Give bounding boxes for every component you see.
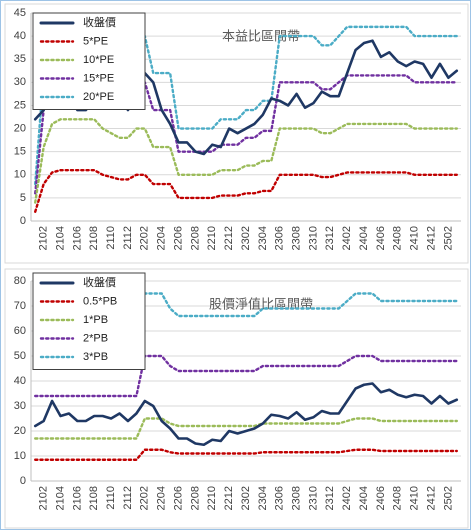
x-tick-label: 2308	[290, 226, 302, 250]
legend-label: 收盤價	[83, 15, 116, 29]
series-line	[34, 168, 458, 213]
x-tick-label: 2410	[409, 226, 421, 250]
x-tick-label: 2402	[341, 226, 353, 250]
y-tick-label: 50	[14, 350, 26, 362]
x-tick-label: 2112	[122, 486, 134, 510]
x-tick-label: 2204	[156, 486, 168, 510]
x-tick-label: 2204	[156, 226, 168, 250]
y-tick-label: 60	[14, 325, 26, 337]
y-tick-label: 10	[14, 169, 26, 181]
x-tick-label: 2302	[240, 486, 252, 510]
x-tick-label: 2408	[392, 226, 404, 250]
x-tick-label: 2112	[122, 226, 134, 250]
y-tick-label: 30	[14, 76, 26, 88]
series-line	[34, 448, 458, 461]
legend-label: 0.5*PB	[83, 295, 117, 307]
legend-label: 15*PE	[83, 72, 114, 84]
y-tick-label: 10	[14, 450, 26, 462]
legend-box	[32, 12, 146, 110]
x-tick-label: 2210	[206, 486, 218, 510]
y-tick-label: 15	[14, 146, 26, 158]
x-tick-label: 2502	[442, 486, 454, 510]
x-tick-label: 2110	[105, 226, 117, 250]
x-tick-label: 2206	[172, 226, 184, 250]
x-tick-label: 2402	[341, 486, 353, 510]
y-tick-label: 40	[14, 30, 26, 42]
x-tick-label: 2406	[375, 486, 387, 510]
x-tick-label: 2310	[307, 486, 319, 510]
x-tick-label: 2312	[324, 486, 336, 510]
y-tick-label: 30	[14, 400, 26, 412]
y-tick-label: 80	[14, 275, 26, 287]
x-tick-label: 2208	[189, 226, 201, 250]
x-tick-label: 2404	[358, 226, 370, 250]
legend-label: 3*PB	[83, 351, 108, 363]
x-tick-label: 2406	[375, 226, 387, 250]
chart-title: 本益比區間帶	[222, 28, 300, 43]
x-tick-label: 2106	[71, 226, 83, 250]
x-tick-label: 2312	[324, 226, 336, 250]
x-tick-label: 2102	[38, 226, 50, 250]
legend-label: 10*PE	[83, 54, 114, 66]
y-tick-label: 70	[14, 300, 26, 312]
x-tick-label: 2304	[257, 226, 269, 250]
legend-label: 收盤價	[83, 275, 116, 289]
x-tick-label: 2302	[240, 226, 252, 250]
x-tick-label: 2108	[88, 226, 100, 250]
y-tick-label: 45	[14, 7, 26, 19]
x-tick-label: 2206	[172, 486, 184, 510]
y-tick-label: 35	[14, 53, 26, 65]
x-tick-label: 2404	[358, 486, 370, 510]
legend-box	[32, 272, 146, 370]
series-line	[34, 118, 458, 204]
x-tick-label: 2310	[307, 226, 319, 250]
x-tick-label: 2104	[54, 226, 66, 250]
series-line	[34, 417, 458, 440]
y-tick-label: 0	[20, 475, 26, 487]
x-tick-label: 2304	[257, 486, 269, 510]
x-tick-label: 2306	[274, 486, 286, 510]
x-tick-label: 2208	[189, 486, 201, 510]
x-tick-label: 2212	[223, 226, 235, 250]
x-tick-label: 2308	[290, 486, 302, 510]
x-tick-label: 2202	[139, 486, 151, 510]
x-tick-label: 2106	[71, 486, 83, 510]
legend-label: 2*PB	[83, 332, 108, 344]
x-tick-label: 2108	[88, 486, 100, 510]
series-line	[34, 354, 458, 398]
x-tick-label: 2412	[425, 486, 437, 510]
y-tick-label: 20	[14, 425, 26, 437]
x-tick-label: 2102	[38, 486, 50, 510]
series-line	[33, 382, 459, 447]
x-tick-label: 2410	[409, 486, 421, 510]
y-tick-label: 0	[20, 215, 26, 227]
x-tick-label: 2412	[425, 226, 437, 250]
legend-label: 5*PE	[83, 35, 108, 47]
y-tick-label: 5	[20, 192, 26, 204]
y-tick-label: 40	[14, 375, 26, 387]
x-tick-label: 2212	[223, 486, 235, 510]
legend-label: 20*PE	[83, 91, 114, 103]
x-tick-label: 2202	[139, 226, 151, 250]
x-tick-label: 2408	[392, 486, 404, 510]
x-tick-label: 2104	[54, 486, 66, 510]
y-tick-label: 20	[14, 122, 26, 134]
x-tick-label: 2210	[206, 226, 218, 250]
x-tick-label: 2502	[442, 226, 454, 250]
x-tick-label: 2110	[105, 486, 117, 510]
y-tick-label: 25	[14, 99, 26, 111]
legend-label: 1*PB	[83, 314, 108, 326]
x-tick-label: 2306	[274, 226, 286, 250]
